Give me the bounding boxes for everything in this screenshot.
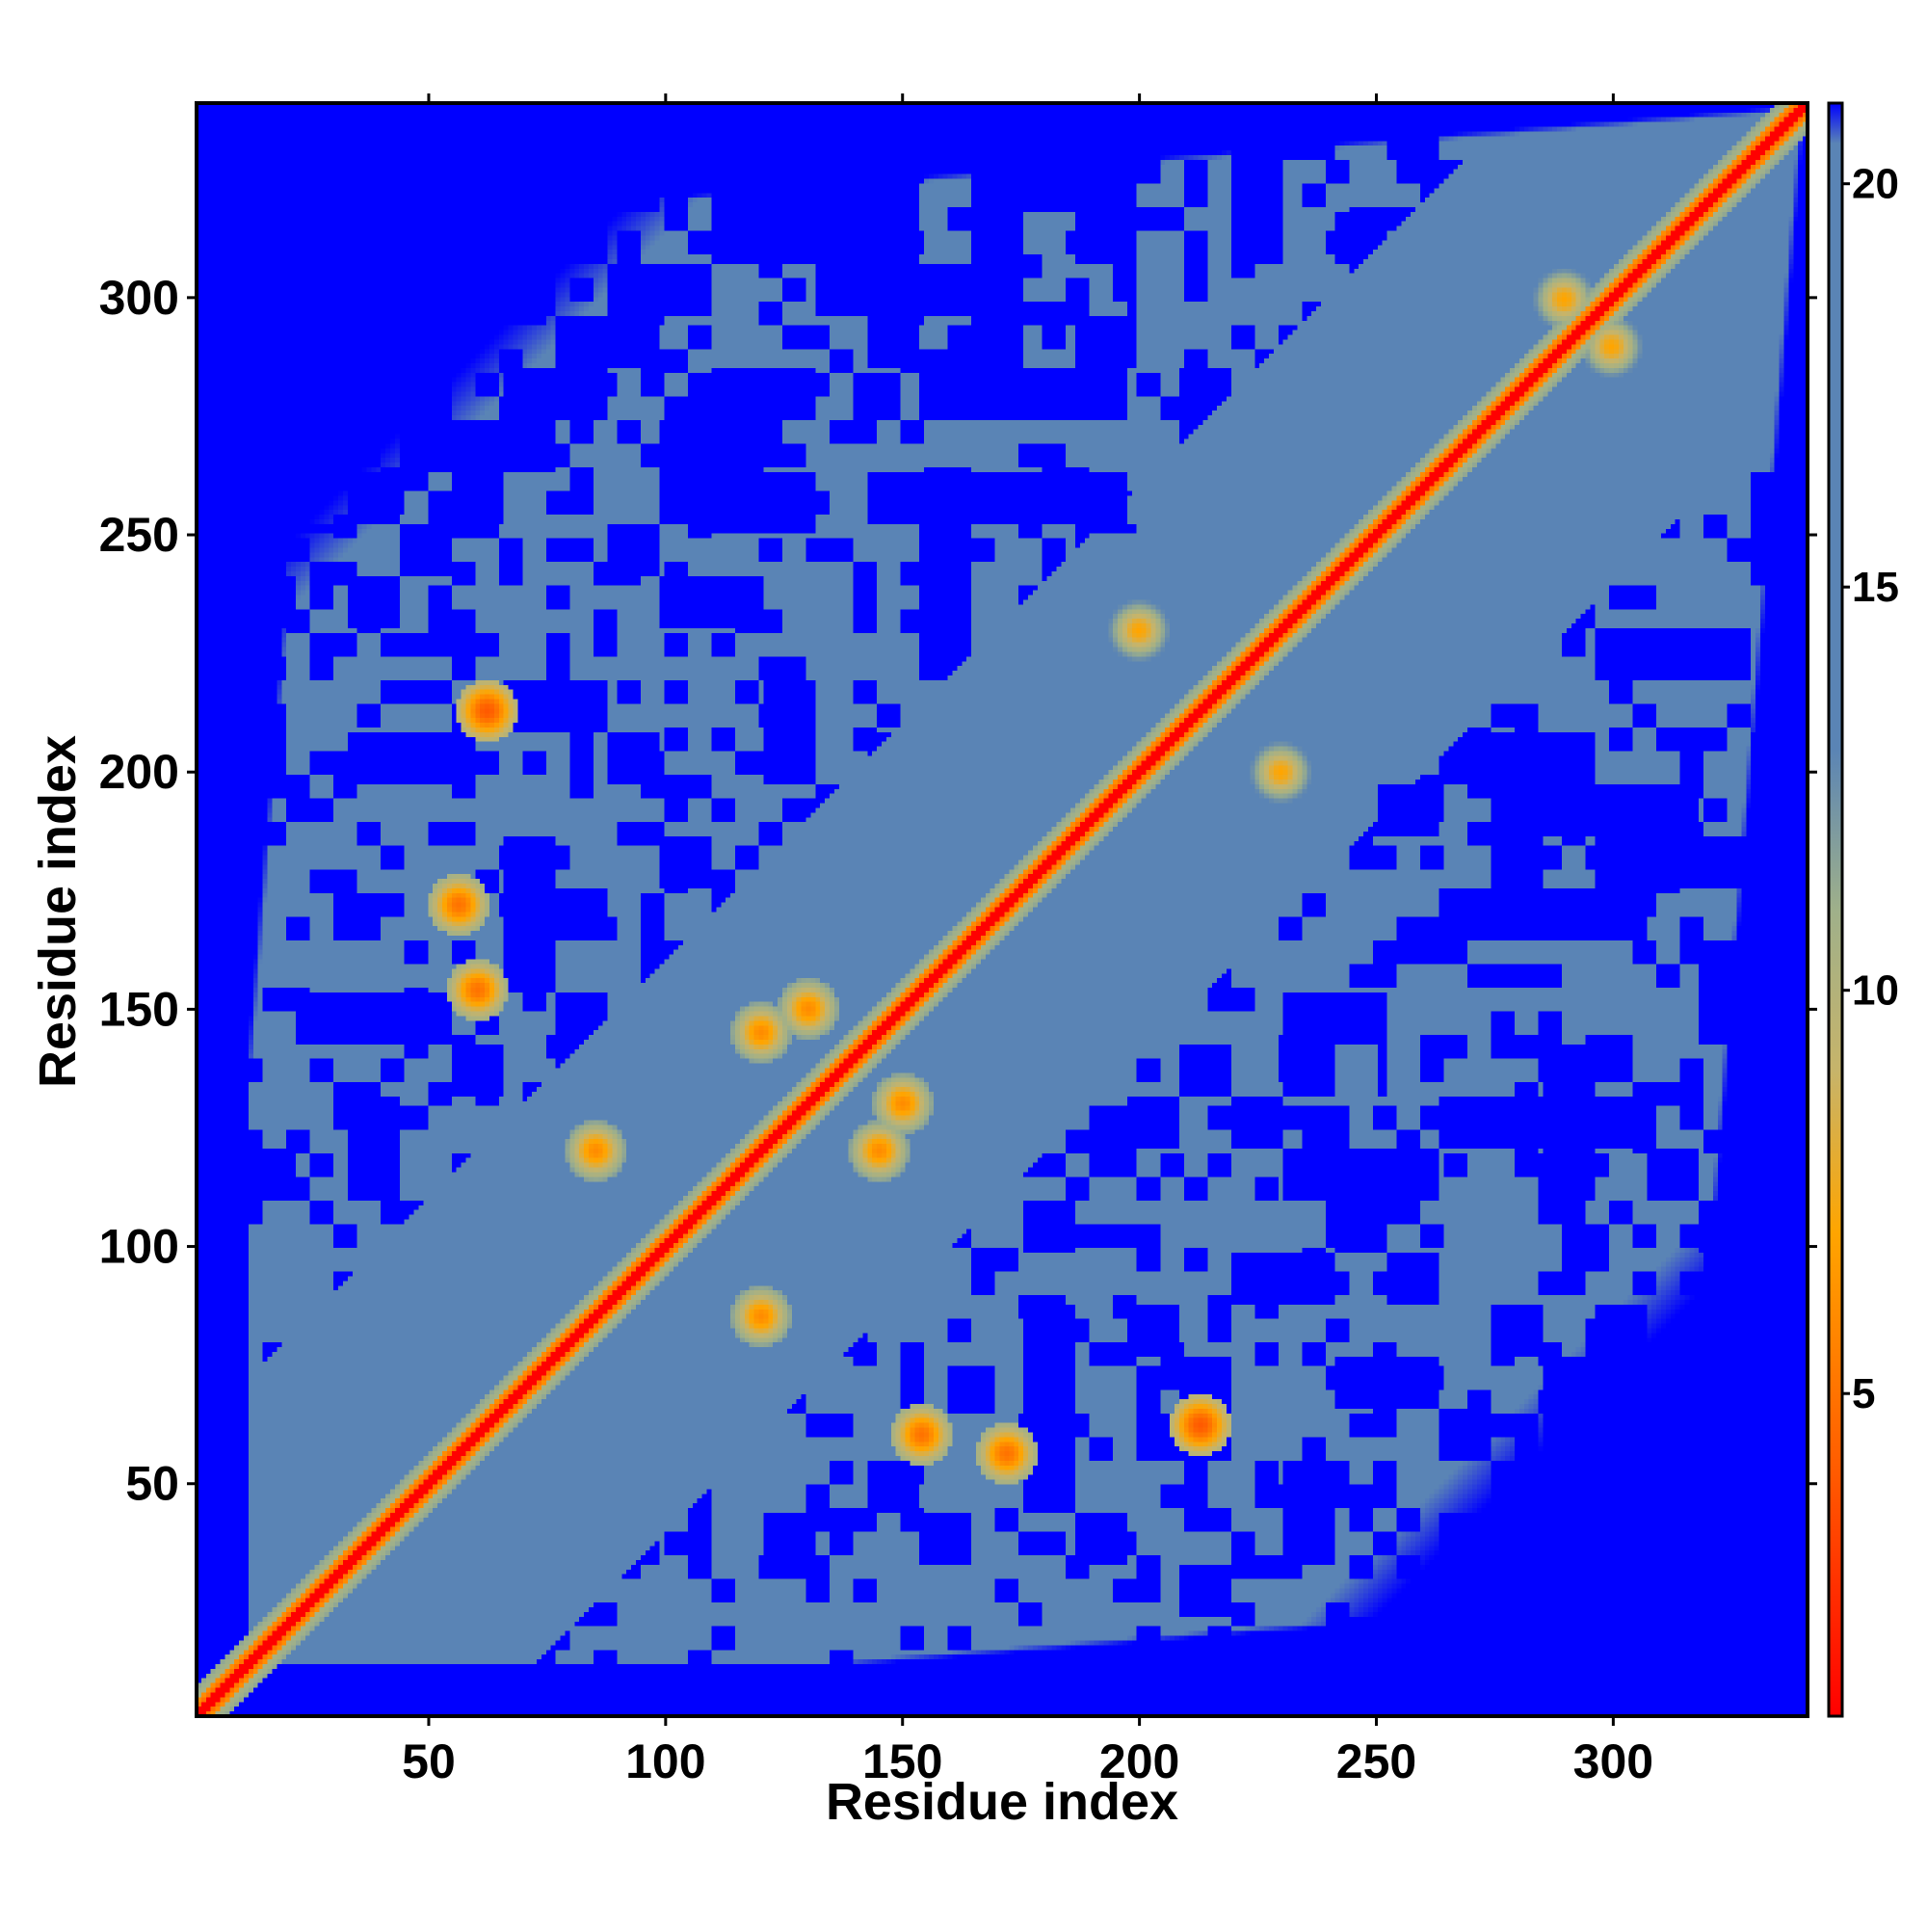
x-tick-label: 100 [625, 1734, 705, 1788]
colorbar-gradient [1827, 101, 1844, 1718]
y-tick-label: 250 [99, 508, 179, 562]
y-tick-label: 150 [99, 982, 179, 1036]
x-tick-label: 50 [402, 1734, 456, 1788]
colorbar: 5 10 15 20 [1827, 101, 1899, 1718]
colorbar-tick-label: 10 [1852, 967, 1899, 1015]
x-tick-label: 150 [862, 1734, 942, 1788]
x-tick-label: 200 [1099, 1734, 1179, 1788]
plot-frame [195, 101, 1809, 1718]
axes: 50 100 150 200 250 300 50 100 150 200 250 300 [99, 93, 1817, 1788]
y-tick-label: 200 [99, 745, 179, 799]
x-tick-label: 250 [1336, 1734, 1416, 1788]
x-axis-label: Residue index [826, 1773, 1178, 1831]
colorbar-tick-label: 5 [1852, 1370, 1875, 1417]
colorbar-tick-label: 20 [1852, 161, 1899, 208]
heatmap-raster [197, 103, 1808, 1716]
colorbar-tick-label: 15 [1852, 564, 1899, 611]
y-tick-label: 50 [125, 1457, 179, 1511]
y-axis-label: Residue index [29, 735, 87, 1088]
x-tick-label: 300 [1573, 1734, 1653, 1788]
y-tick-label: 300 [99, 271, 179, 325]
heatmap-plot-area [195, 101, 1809, 1718]
y-tick-label: 100 [99, 1220, 179, 1274]
